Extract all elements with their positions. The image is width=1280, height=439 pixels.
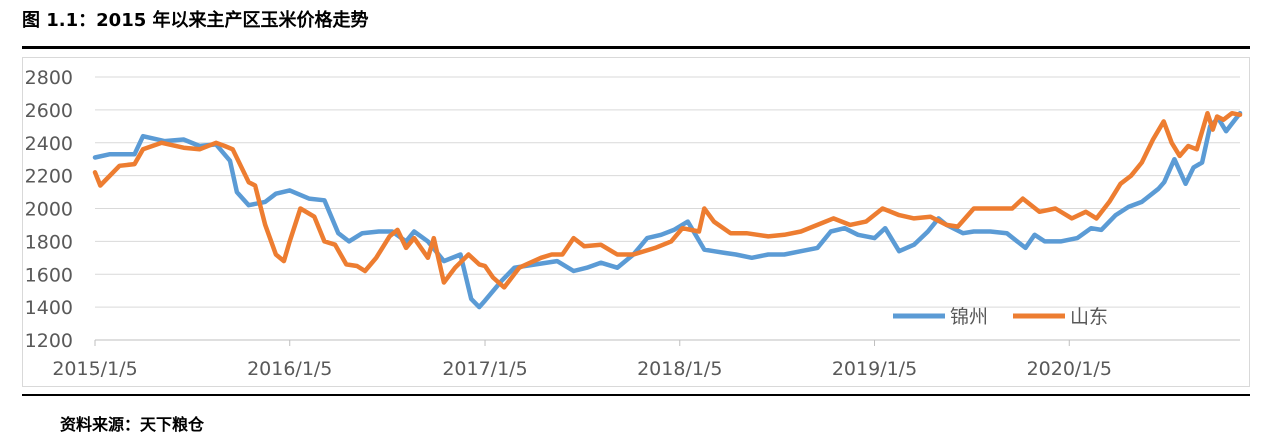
legend-label: 锦州 <box>950 306 988 328</box>
x-tick-label: 2015/1/5 <box>52 358 137 380</box>
grid-lines <box>94 76 1240 346</box>
y-tick-label: 1400 <box>25 297 73 319</box>
series-line-1 <box>92 110 1243 290</box>
x-tick-label: 2016/1/5 <box>247 358 332 380</box>
y-tick-label: 2600 <box>25 100 73 122</box>
x-axis-ticks: 2015/1/5 2016/1/5 2017/1/5 2018/1/5 2019/1/5… <box>52 358 1112 380</box>
legend-label: 山东 <box>1070 306 1108 328</box>
x-tick-label: 2019/1/5 <box>832 358 917 380</box>
x-tick-label: 2017/1/5 <box>442 358 527 380</box>
figure-title: 图 1.1：2015 年以来主产区玉米价格走势 <box>22 10 369 31</box>
y-tick-label: 1200 <box>25 330 73 352</box>
legend: 锦州 山东 <box>893 306 1108 328</box>
top-rule <box>22 46 1250 49</box>
series-line-0 <box>92 110 1243 310</box>
series-lines <box>92 110 1243 310</box>
y-tick-label: 2800 <box>25 67 73 89</box>
y-tick-label: 1800 <box>25 231 73 253</box>
x-tick-label: 2020/1/5 <box>1027 358 1112 380</box>
bottom-rule <box>22 394 1250 396</box>
y-tick-label: 2200 <box>25 166 73 188</box>
y-tick-label: 2000 <box>25 199 73 221</box>
y-tick-label: 1600 <box>25 264 73 286</box>
source-note: 资料来源：天下粮仓 <box>60 415 205 434</box>
y-tick-label: 2400 <box>25 133 73 155</box>
x-tick-label: 2018/1/5 <box>637 358 722 380</box>
y-axis-ticks: 1200 1400 1600 1800 2000 2200 2400 2600 2800 <box>25 67 73 352</box>
chart-frame <box>22 57 1250 387</box>
